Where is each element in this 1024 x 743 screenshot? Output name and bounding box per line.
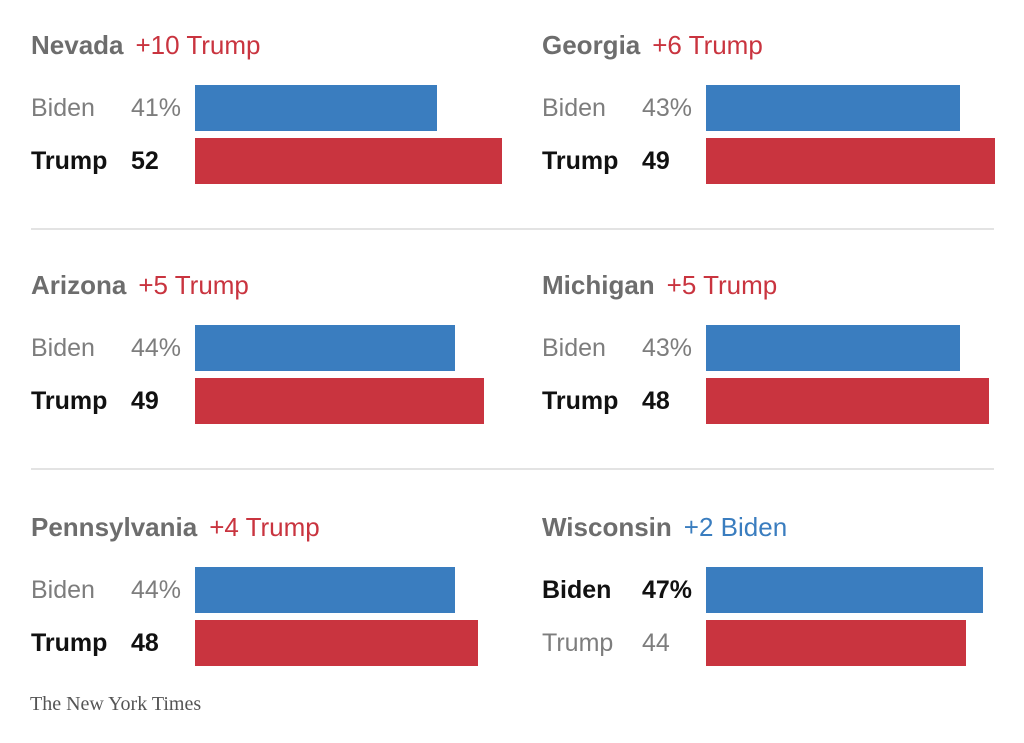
biden-row: Biden 47% xyxy=(542,567,1012,613)
data-label: 48 xyxy=(131,629,159,657)
data-label: 44 xyxy=(642,629,670,657)
row-divider xyxy=(31,228,994,230)
lead-margin: +6 Trump xyxy=(652,30,763,60)
panel-header: Wisconsin +2 Biden xyxy=(542,509,787,545)
trump-row: Trump 49 xyxy=(31,378,501,424)
trump-bar xyxy=(706,138,995,184)
state-name: Pennsylvania xyxy=(31,512,198,542)
trump-row: Trump 48 xyxy=(542,378,1012,424)
state-panel-nevada: Nevada +10 Trump Biden 41% Trump 52 xyxy=(31,27,502,187)
biden-bar xyxy=(706,85,960,131)
candidate-label: Trump xyxy=(31,147,108,175)
data-label: 49 xyxy=(642,147,670,175)
data-label: 44% xyxy=(131,576,182,604)
candidate-label: Biden xyxy=(31,576,95,604)
biden-bar xyxy=(706,567,983,613)
data-label: 43% xyxy=(642,94,693,122)
state-name: Michigan xyxy=(542,270,655,300)
lead-margin: +10 Trump xyxy=(135,30,261,60)
panel-header: Nevada +10 Trump xyxy=(31,27,261,63)
trump-bar xyxy=(195,378,484,424)
state-name: Wisconsin xyxy=(542,512,672,542)
biden-row: Biden 41% xyxy=(31,85,501,131)
state-name: Arizona xyxy=(31,270,127,300)
trump-bar xyxy=(195,138,502,184)
panel-header: Pennsylvania +4 Trump xyxy=(31,509,320,545)
biden-row: Biden 44% xyxy=(31,567,501,613)
state-name: Georgia xyxy=(542,30,641,60)
candidate-label: Biden xyxy=(542,94,606,122)
state-panel-wisconsin: Wisconsin +2 Biden Biden 47% Trump 44 xyxy=(542,509,1012,669)
biden-bar xyxy=(195,85,437,131)
trump-bar xyxy=(706,378,989,424)
candidate-label: Trump xyxy=(542,147,619,175)
biden-bar xyxy=(195,325,455,371)
data-label: 52 xyxy=(131,147,159,175)
panel-header: Michigan +5 Trump xyxy=(542,267,777,303)
lead-margin: +4 Trump xyxy=(209,512,320,542)
data-label: 43% xyxy=(642,334,693,362)
candidate-label: Trump xyxy=(31,629,108,657)
trump-row: Trump 52 xyxy=(31,138,502,184)
panel-header: Georgia +6 Trump xyxy=(542,27,763,63)
state-panel-arizona: Arizona +5 Trump Biden 44% Trump 49 xyxy=(31,267,501,427)
row-divider xyxy=(31,468,994,470)
lead-margin: +5 Trump xyxy=(666,270,778,300)
trump-row: Trump 44 xyxy=(542,620,1012,666)
trump-row: Trump 49 xyxy=(542,138,1012,184)
candidate-label: Trump xyxy=(542,629,614,657)
state-panel-pennsylvania: Pennsylvania +4 Trump Biden 44% Trump 48 xyxy=(31,509,501,669)
state-panel-georgia: Georgia +6 Trump Biden 43% Trump 49 xyxy=(542,27,1012,187)
source-credit: The New York Times xyxy=(30,693,202,715)
candidate-label: Biden xyxy=(542,334,606,362)
panel-header: Arizona +5 Trump xyxy=(31,267,249,303)
data-label: 47% xyxy=(642,576,693,604)
data-label: 49 xyxy=(131,387,159,415)
data-label: 48 xyxy=(642,387,670,415)
candidate-label: Trump xyxy=(31,387,108,415)
biden-bar xyxy=(195,567,455,613)
biden-row: Biden 44% xyxy=(31,325,501,371)
trump-bar xyxy=(195,620,478,666)
data-label: 44% xyxy=(131,334,182,362)
candidate-label: Biden xyxy=(31,334,95,362)
candidate-label: Biden xyxy=(542,576,612,604)
lead-margin: +5 Trump xyxy=(138,270,249,300)
state-name: Nevada xyxy=(31,30,124,60)
candidate-label: Trump xyxy=(542,387,619,415)
trump-bar xyxy=(706,620,966,666)
biden-row: Biden 43% xyxy=(542,325,1012,371)
candidate-label: Biden xyxy=(31,94,95,122)
biden-row: Biden 43% xyxy=(542,85,1012,131)
data-label: 41% xyxy=(131,94,182,122)
lead-margin: +2 Biden xyxy=(683,512,788,542)
trump-row: Trump 48 xyxy=(31,620,501,666)
biden-bar xyxy=(706,325,960,371)
state-panel-michigan: Michigan +5 Trump Biden 43% Trump 48 xyxy=(542,267,1012,427)
